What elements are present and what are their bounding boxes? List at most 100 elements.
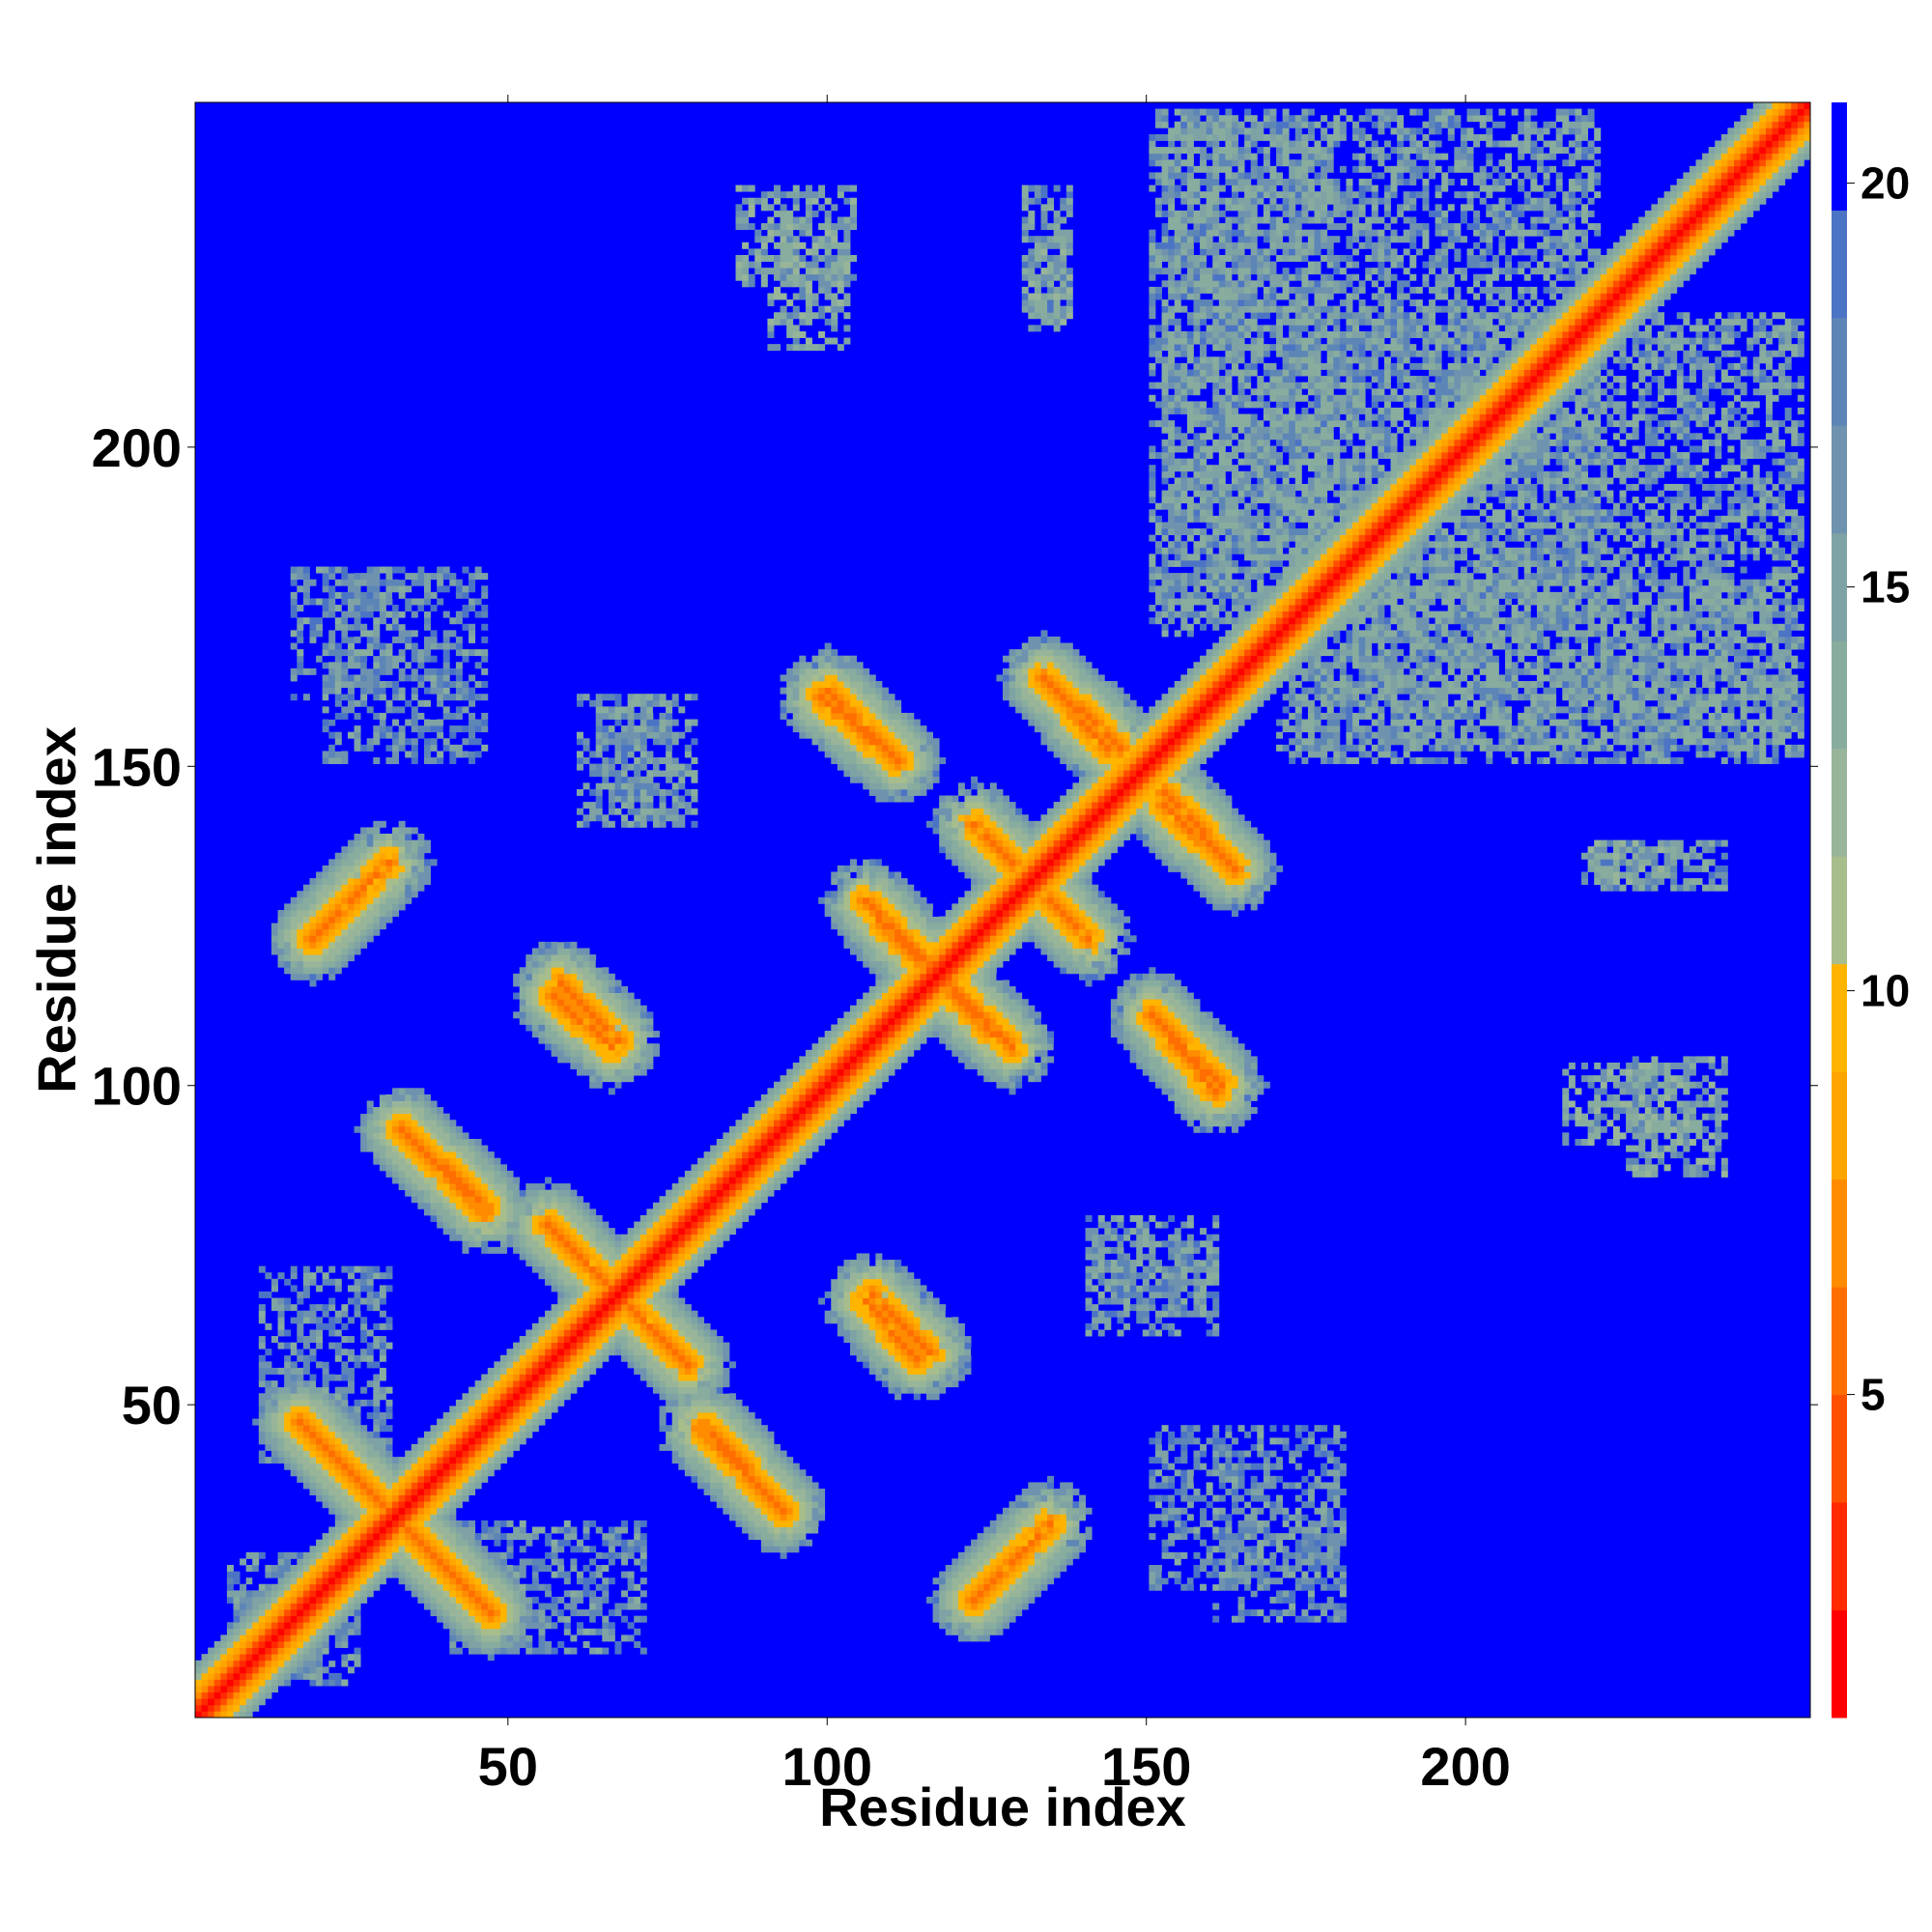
heatmap-cell bbox=[277, 1297, 285, 1305]
heatmap-cell bbox=[621, 999, 629, 1007]
heatmap-cell bbox=[284, 1596, 292, 1604]
heatmap-cell bbox=[379, 1418, 386, 1426]
heatmap-cell bbox=[379, 1113, 386, 1121]
heatmap-cell bbox=[557, 1272, 565, 1280]
heatmap-cell bbox=[316, 1406, 324, 1413]
heatmap-cell bbox=[710, 1469, 718, 1477]
heatmap-cell bbox=[270, 1367, 278, 1375]
heatmap-cell bbox=[328, 1654, 336, 1662]
heatmap-cell bbox=[551, 941, 558, 949]
heatmap-cell bbox=[322, 1443, 329, 1451]
heatmap-cell bbox=[570, 1024, 578, 1032]
heatmap-cell bbox=[258, 1691, 266, 1699]
heatmap-cell bbox=[430, 1214, 438, 1222]
heatmap-cell bbox=[302, 1285, 310, 1293]
heatmap-cell bbox=[526, 1349, 533, 1356]
heatmap-cell bbox=[455, 1125, 463, 1133]
heatmap-cell bbox=[334, 1450, 342, 1458]
heatmap-cell bbox=[602, 1037, 610, 1044]
heatmap-cell bbox=[691, 1386, 698, 1394]
heatmap-cell bbox=[316, 878, 324, 886]
heatmap-cell bbox=[379, 865, 386, 872]
heatmap-cell bbox=[545, 1393, 553, 1401]
heatmap-cell bbox=[538, 1037, 546, 1044]
heatmap-cell bbox=[710, 1393, 718, 1401]
heatmap-cell bbox=[302, 1482, 310, 1490]
heatmap-cell bbox=[208, 1666, 215, 1674]
heatmap-cell bbox=[309, 1489, 317, 1495]
heatmap-cell bbox=[437, 1533, 444, 1541]
heatmap-cell bbox=[671, 1240, 679, 1248]
heatmap-cell bbox=[671, 1406, 679, 1413]
heatmap-cell bbox=[519, 999, 526, 1007]
heatmap-cell bbox=[277, 1443, 285, 1451]
heatmap-cell bbox=[608, 1551, 615, 1559]
heatmap-cell bbox=[563, 1304, 571, 1312]
heatmap-cell bbox=[334, 1278, 342, 1286]
heatmap-cell bbox=[449, 1647, 457, 1655]
heatmap-cell bbox=[334, 1310, 342, 1318]
heatmap-cell bbox=[373, 1157, 381, 1165]
heatmap-cell bbox=[405, 1526, 412, 1534]
heatmap-cell bbox=[602, 1011, 610, 1019]
heatmap-cell bbox=[385, 591, 393, 599]
heatmap-cell bbox=[290, 954, 298, 962]
heatmap-cell bbox=[602, 1024, 610, 1032]
heatmap-cell bbox=[297, 1374, 304, 1381]
heatmap-cell bbox=[398, 1170, 406, 1178]
heatmap-cell bbox=[595, 1037, 603, 1044]
heatmap-cell bbox=[322, 1647, 329, 1655]
heatmap-cell bbox=[297, 573, 304, 581]
heatmap-cell bbox=[423, 859, 431, 867]
heatmap-cell bbox=[405, 1571, 412, 1578]
heatmap-cell bbox=[277, 1609, 285, 1617]
heatmap-cell bbox=[551, 960, 558, 968]
heatmap-cell bbox=[245, 1603, 253, 1610]
heatmap-cell bbox=[570, 1005, 578, 1012]
heatmap-cell bbox=[347, 1654, 355, 1662]
heatmap-cell bbox=[437, 1514, 444, 1521]
heatmap-cell bbox=[379, 591, 386, 599]
heatmap-cell bbox=[513, 1406, 521, 1413]
heatmap-cell bbox=[373, 605, 381, 612]
heatmap-cell bbox=[411, 1520, 418, 1527]
heatmap-cell bbox=[437, 1450, 444, 1458]
heatmap-cell bbox=[328, 605, 336, 612]
heatmap-cell bbox=[379, 903, 386, 911]
heatmap-cell bbox=[373, 928, 381, 936]
heatmap-cell bbox=[538, 1558, 546, 1566]
heatmap-cell bbox=[449, 1457, 457, 1464]
heatmap-cell bbox=[627, 782, 635, 790]
heatmap-cell bbox=[309, 1399, 317, 1406]
heatmap-cell bbox=[405, 1107, 412, 1115]
heatmap-cell bbox=[474, 598, 482, 606]
heatmap-cell bbox=[302, 1380, 310, 1388]
heatmap-cell bbox=[442, 573, 450, 581]
heatmap-cell bbox=[659, 820, 667, 828]
heatmap-cell bbox=[208, 1647, 215, 1655]
heatmap-cell bbox=[545, 1202, 553, 1209]
heatmap-cell bbox=[385, 1437, 393, 1445]
heatmap-cell bbox=[405, 1189, 412, 1197]
heatmap-cell bbox=[258, 1634, 266, 1642]
heatmap-cell bbox=[487, 1164, 495, 1172]
heatmap-cell bbox=[366, 1443, 374, 1451]
heatmap-cell bbox=[385, 1125, 393, 1133]
heatmap-cell bbox=[220, 1686, 228, 1693]
heatmap-cell bbox=[671, 1354, 679, 1362]
heatmap-cell bbox=[652, 1386, 660, 1394]
heatmap-cell bbox=[309, 1609, 317, 1617]
heatmap-cell bbox=[563, 1049, 571, 1057]
heatmap-cell bbox=[354, 852, 361, 860]
heatmap-cell bbox=[519, 1005, 526, 1012]
heatmap-cell bbox=[423, 1577, 431, 1585]
heatmap-cell bbox=[316, 1469, 324, 1477]
heatmap-cell bbox=[678, 1253, 686, 1261]
heatmap-cell bbox=[442, 655, 450, 663]
heatmap-cell bbox=[373, 1418, 381, 1426]
heatmap-cell bbox=[531, 1221, 539, 1229]
heatmap-cell bbox=[710, 1189, 718, 1197]
heatmap-cell bbox=[265, 1457, 272, 1464]
heatmap-cell bbox=[328, 1609, 336, 1617]
heatmap-cell bbox=[545, 1278, 553, 1286]
